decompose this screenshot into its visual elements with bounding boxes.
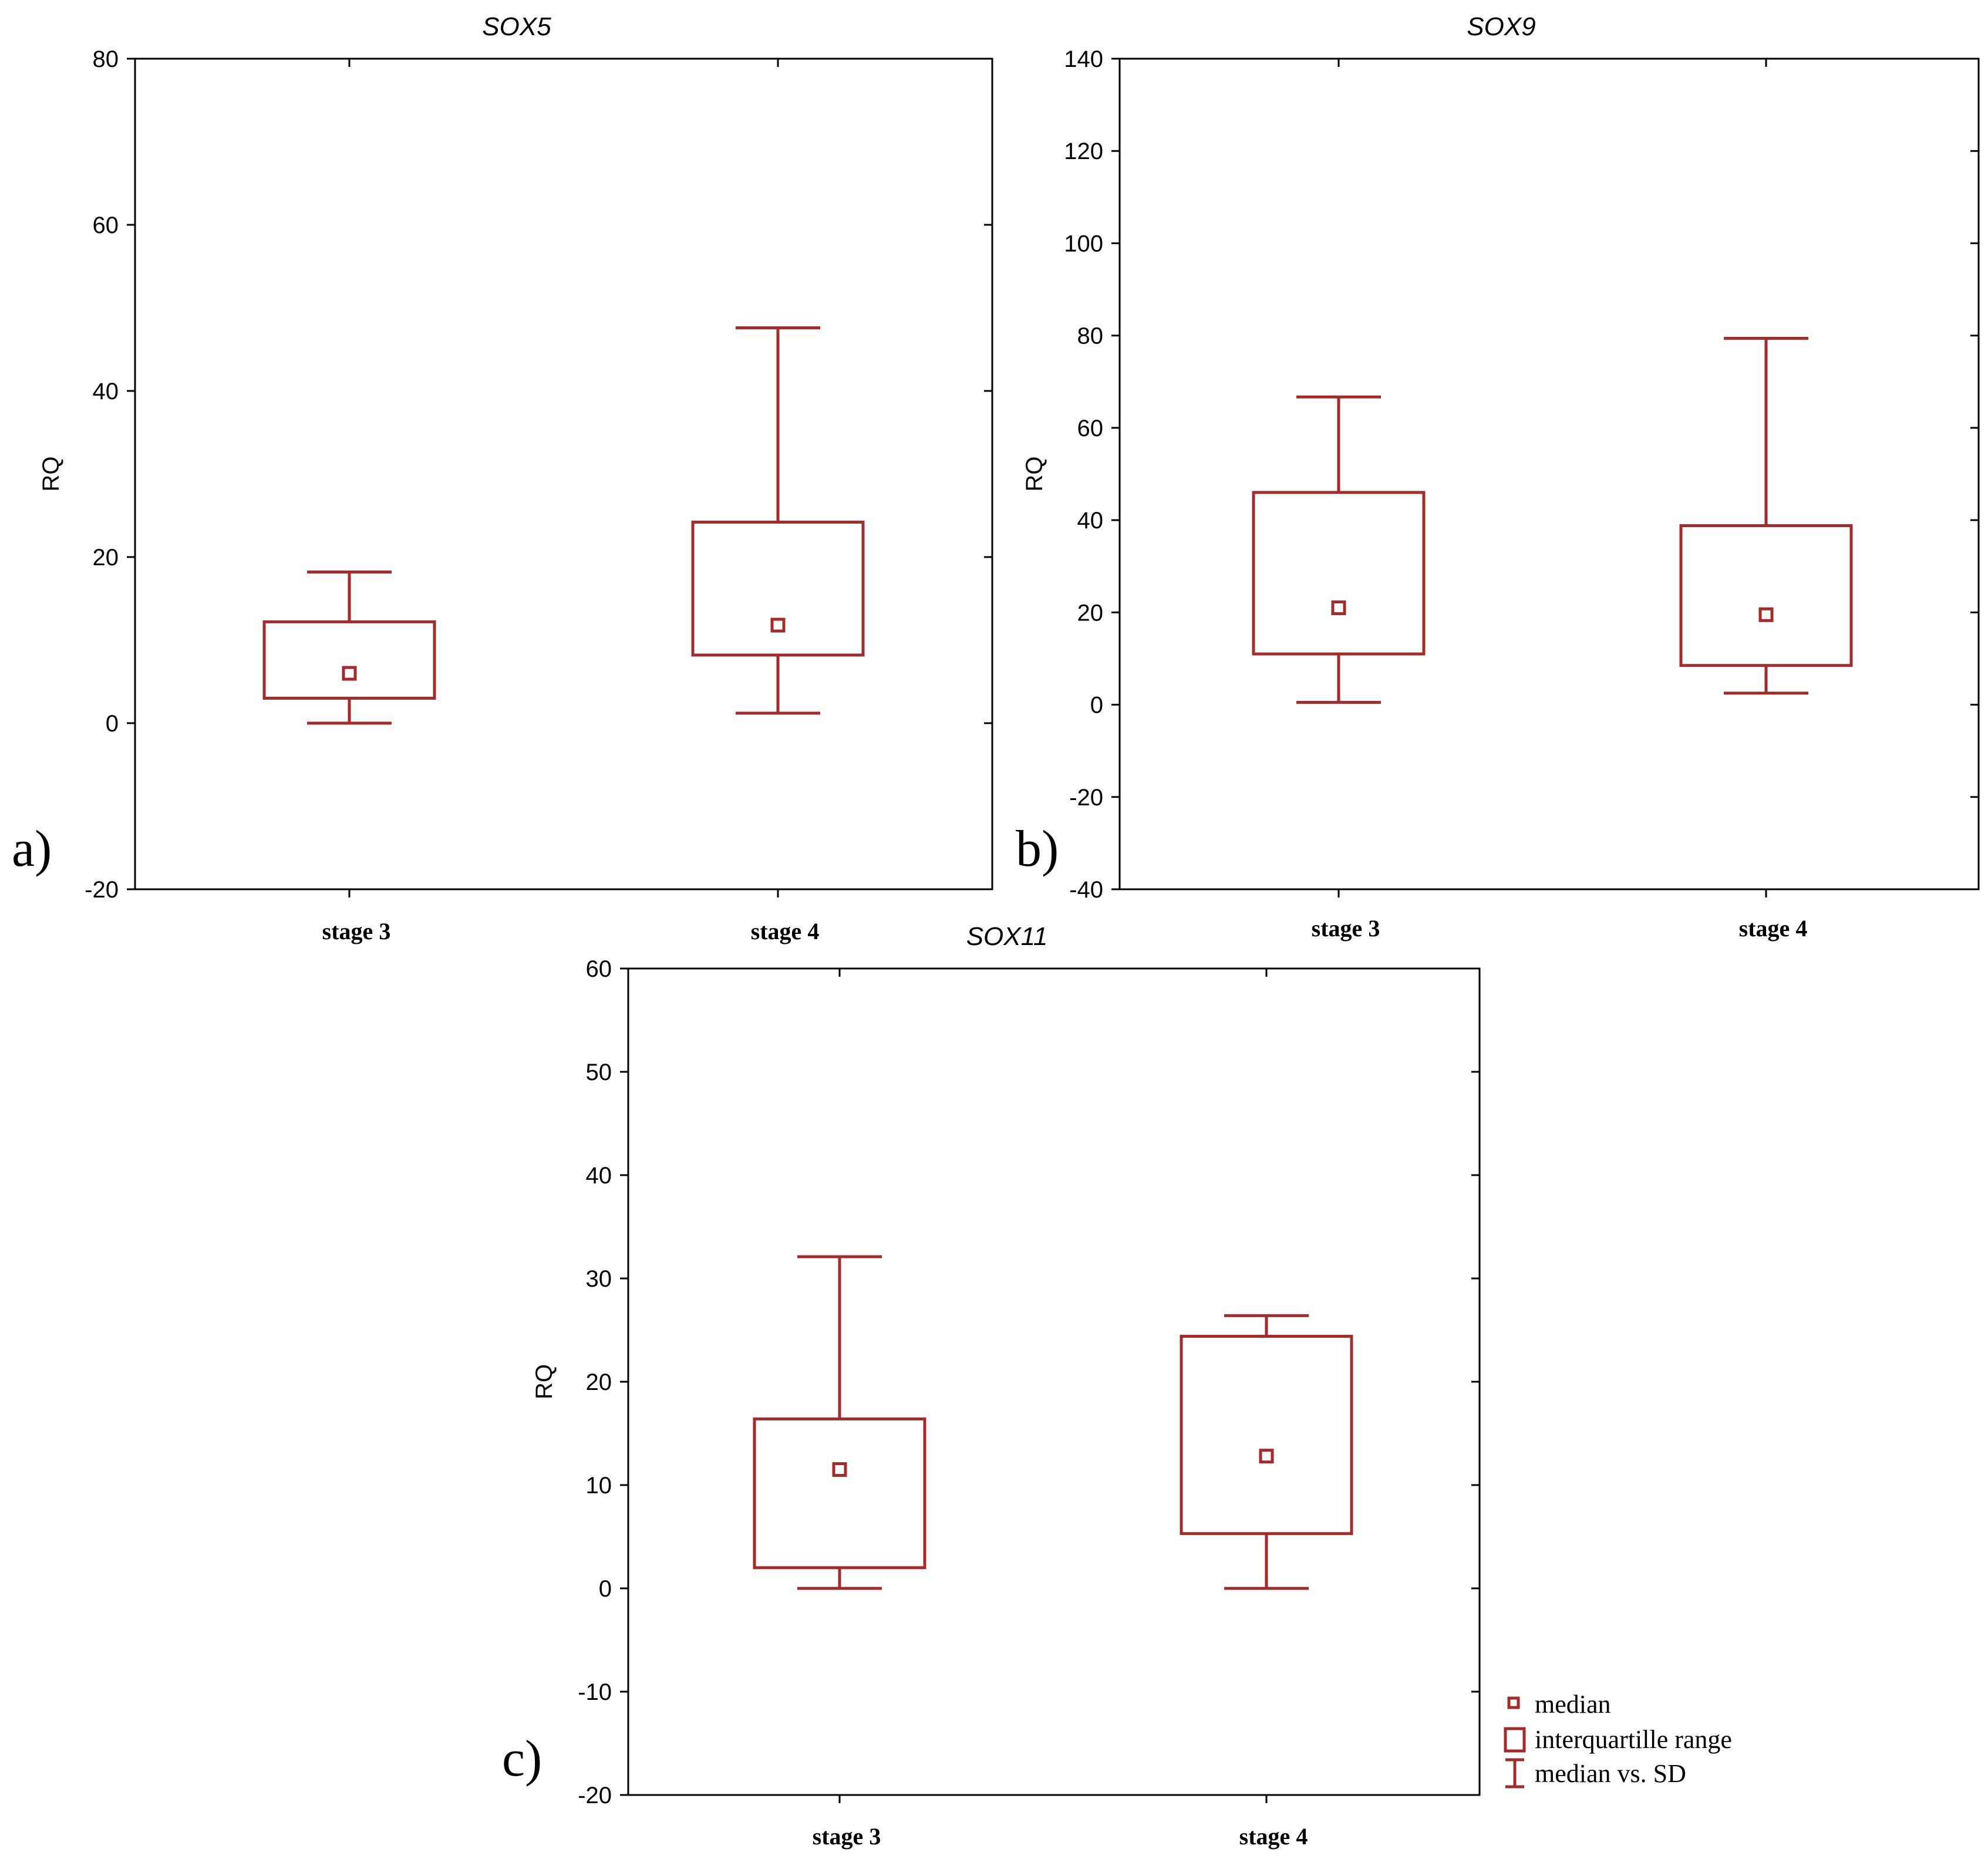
box-1: [262, 570, 436, 725]
plot-frame: [134, 58, 993, 890]
y-tick-label: 120: [1064, 139, 1103, 164]
legend: median interquartille range median vs. S…: [1504, 1690, 1732, 1789]
box-1: [753, 1255, 926, 1590]
y-tick-label: 50: [586, 1059, 612, 1085]
y-tick-label: 60: [93, 212, 119, 238]
y-axis-label: RQ: [38, 457, 64, 492]
iqr-box: [262, 620, 436, 700]
y-tick-label: -40: [1069, 877, 1103, 903]
y-tick-label: 80: [93, 46, 119, 72]
median-marker: [832, 1462, 847, 1477]
legend-item-iqr: interquartille range: [1504, 1725, 1732, 1754]
y-tick-label: 40: [586, 1163, 612, 1189]
panel-letter: b): [1016, 821, 1059, 878]
legend-label-iqr: interquartille range: [1535, 1725, 1732, 1754]
median-marker: [770, 617, 786, 633]
box-2: [1679, 336, 1853, 695]
box-2: [691, 326, 865, 715]
y-tick-label: 60: [1077, 416, 1104, 441]
median-marker: [1758, 607, 1774, 622]
iqr-box: [1180, 1335, 1353, 1536]
chart-panel-3: -20 -10 0 10 20 30 40 50 60 stage 3 stage 4 SOX11 RQ…: [502, 922, 1481, 1850]
box-1: [1252, 395, 1426, 704]
iqr-box: [1252, 491, 1426, 656]
y-tick-label: -20: [578, 1783, 612, 1808]
chart-title: SOX11: [966, 922, 1048, 951]
chart-panel-2: -40 -20 0 20 40 60 80 100 120 140 stage 3 stage 4 SO…: [1016, 12, 1980, 942]
panels: -20 0 20 40 60 80 stage 3 stage 4 SOX5 RQ a) -40 -20…: [12, 12, 1980, 1850]
panel-letter: c): [502, 1730, 542, 1787]
y-tick-label: -20: [1069, 785, 1103, 811]
x-tick-label: stage 4: [1239, 1823, 1308, 1850]
x-tick-label: stage 4: [751, 918, 820, 944]
y-tick-label: -10: [578, 1679, 612, 1705]
panel-letter: a): [12, 821, 52, 878]
iqr-box: [691, 521, 865, 657]
y-tick-label: 20: [586, 1369, 612, 1395]
legend-item-median: median: [1507, 1690, 1611, 1719]
median-marker: [342, 666, 357, 681]
x-tick-label: stage 3: [813, 1823, 881, 1850]
x-tick-label: stage 4: [1739, 915, 1808, 942]
y-tick-label: 40: [1077, 508, 1104, 534]
y-tick-label: 0: [599, 1576, 612, 1602]
x-tick-label: stage 3: [322, 918, 391, 944]
legend-label-median: median: [1535, 1690, 1611, 1719]
y-tick-label: 0: [106, 711, 119, 737]
x-tick-label: stage 3: [1312, 915, 1380, 942]
y-tick-label: 140: [1064, 46, 1103, 72]
chart-title: SOX5: [482, 12, 551, 41]
median-square-icon: [1507, 1696, 1520, 1709]
y-tick-label: 30: [586, 1266, 612, 1292]
whisker-icon: [1505, 1758, 1524, 1789]
iqr-box: [753, 1417, 926, 1570]
chart-panel-1: -20 0 20 40 60 80 stage 3 stage 4 SOX5 RQ a): [12, 12, 993, 944]
y-tick-label: 80: [1077, 323, 1104, 349]
median-marker: [1259, 1449, 1274, 1464]
y-tick-label: -20: [85, 877, 119, 903]
y-tick-label: 40: [93, 379, 119, 404]
y-tick-label: 0: [1090, 693, 1103, 718]
iqr-box: [1679, 524, 1853, 667]
plot-frame: [1118, 58, 1980, 890]
y-tick-label: 20: [93, 545, 119, 571]
legend-item-sd: median vs. SD: [1505, 1758, 1686, 1789]
y-axis-label: RQ: [531, 1364, 557, 1399]
legend-label-sd: median vs. SD: [1535, 1759, 1686, 1788]
y-tick-label: 10: [586, 1473, 612, 1499]
y-tick-label: 100: [1064, 231, 1103, 257]
box-2: [1180, 1314, 1353, 1590]
y-axis-label: RQ: [1022, 457, 1047, 492]
box-icon: [1504, 1727, 1526, 1753]
y-tick-label: 60: [586, 956, 612, 982]
median-marker: [1331, 600, 1346, 615]
y-tick-label: 20: [1077, 600, 1104, 626]
chart-title: SOX9: [1467, 12, 1535, 41]
